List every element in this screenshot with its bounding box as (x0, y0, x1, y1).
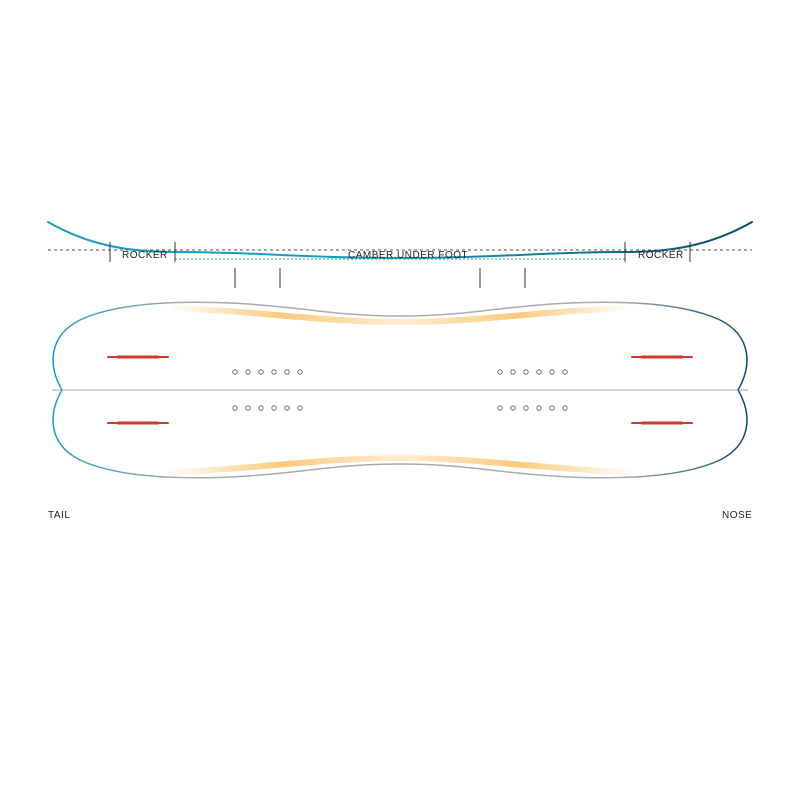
binding-insert (537, 406, 541, 410)
binding-insert (285, 406, 289, 410)
binding-insert (563, 406, 567, 410)
label-tail: TAIL (48, 510, 70, 521)
binding-insert (298, 370, 302, 374)
label-rocker-left: ROCKER (122, 250, 168, 261)
binding-insert (550, 406, 554, 410)
binding-insert (550, 370, 554, 374)
binding-insert (285, 370, 289, 374)
binding-insert (524, 370, 528, 374)
binding-insert (537, 370, 541, 374)
binding-insert (511, 370, 515, 374)
label-camber: CAMBER UNDER FOOT (348, 250, 468, 261)
binding-insert (563, 370, 567, 374)
diagram-svg (0, 0, 800, 800)
binding-insert (233, 406, 237, 410)
binding-insert (524, 406, 528, 410)
binding-insert (511, 406, 515, 410)
binding-insert (272, 406, 276, 410)
binding-insert (259, 370, 263, 374)
sidecut-glow-top (165, 308, 635, 322)
sidecut-glow-bottom (165, 458, 635, 472)
binding-insert (298, 406, 302, 410)
label-nose: NOSE (722, 510, 752, 521)
binding-insert (498, 406, 502, 410)
binding-insert (246, 370, 250, 374)
diagram-container: ROCKER CAMBER UNDER FOOT ROCKER TAIL NOS… (0, 0, 800, 800)
binding-insert (272, 370, 276, 374)
binding-insert (246, 406, 250, 410)
binding-insert (498, 370, 502, 374)
label-rocker-right: ROCKER (638, 250, 684, 261)
binding-insert (233, 370, 237, 374)
binding-insert (259, 406, 263, 410)
